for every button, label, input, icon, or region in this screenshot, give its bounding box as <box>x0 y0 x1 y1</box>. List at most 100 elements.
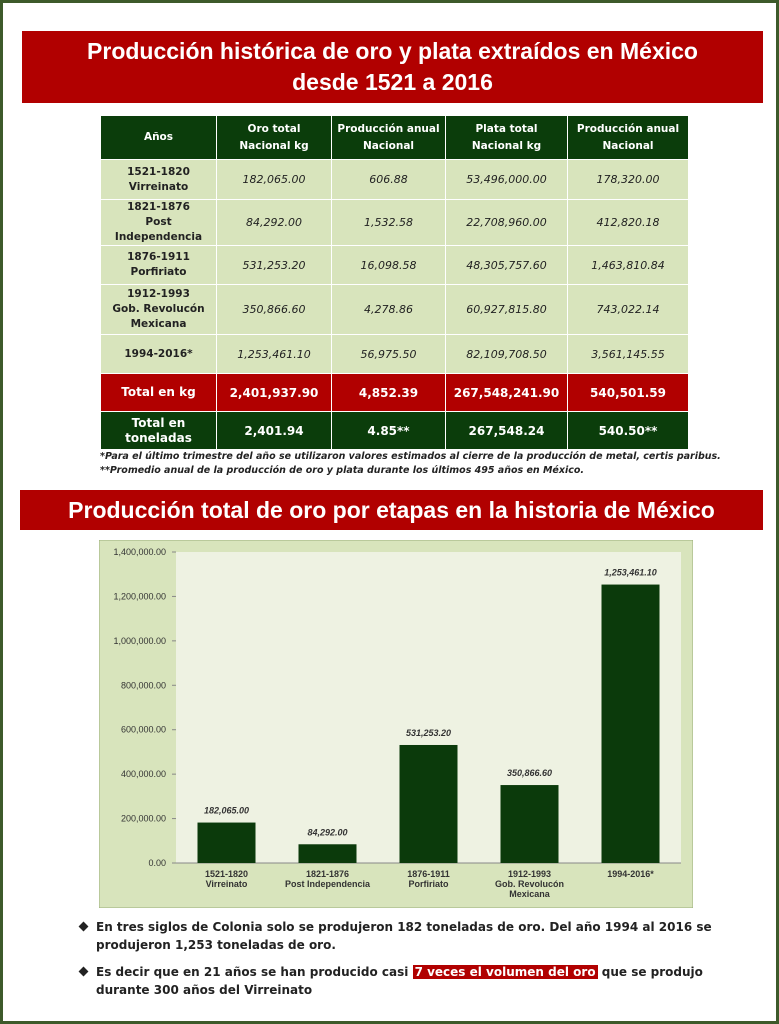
row-label-line: 1876-1911 <box>127 251 190 263</box>
column-header: Oro total Nacional kg <box>216 115 332 160</box>
x-tick-label: Mexicana <box>509 889 551 899</box>
footnote: *Para el último trimestre del año se uti… <box>100 451 721 462</box>
bullet-text: que se produjo durante 300 años del Virr… <box>96 965 703 997</box>
bar <box>298 844 357 863</box>
footnote: **Promedio anual de la producción de oro… <box>100 465 585 476</box>
table-row: Total en toneladas 2,401.94 4.85** 267,548.… <box>100 411 689 450</box>
table-cell: 182,065.00 <box>216 159 332 200</box>
bar <box>399 744 458 863</box>
table-row: 1821-1876 Post Independencia 84,292.00 1,53… <box>100 199 689 246</box>
bullet-icon <box>78 921 89 932</box>
y-tick-label: 400,000.00 <box>121 769 166 779</box>
value-label: 182,065.00 <box>204 806 249 816</box>
row-label-line: Total en toneladas <box>125 415 192 445</box>
x-tick-label: Post Independencia <box>285 879 371 889</box>
table-cell: 3,561,145.55 <box>567 334 689 374</box>
row-label: Total en kg <box>100 373 217 412</box>
column-header: Producción anual Nacional <box>331 115 446 160</box>
table-cell: 1,463,810.84 <box>567 245 689 285</box>
column-header: Plata total Nacional kg <box>445 115 568 160</box>
table-cell: 22,708,960.00 <box>445 199 568 246</box>
row-label: 1821-1876 Post Independencia <box>100 199 217 246</box>
table-cell: 267,548.24 <box>445 411 568 450</box>
row-label-line: 1994-2016* <box>124 347 193 360</box>
table-cell: 267,548,241.90 <box>445 373 568 412</box>
title-line: desde 1521 a 2016 <box>292 69 493 95</box>
table-cell: 531,253.20 <box>216 245 332 285</box>
table-cell: 4,852.39 <box>331 373 446 412</box>
x-tick-label: 1821-1876 <box>306 869 349 879</box>
row-label-line: Post Independencia <box>114 216 203 243</box>
highlight: 7 veces el volumen del oro <box>412 965 598 979</box>
table-row: 1876-1911 Porfiriato 531,253.20 16,098.58 48… <box>100 245 689 285</box>
table-row: 1521-1820 Virreinato 182,065.00 606.88 53,49… <box>100 159 689 200</box>
x-tick-label: 1521-1820 <box>205 869 248 879</box>
value-label: 84,292.00 <box>307 827 347 837</box>
row-label-line: 1821-1876 <box>127 201 190 213</box>
y-tick-label: 200,000.00 <box>121 814 166 824</box>
table-row: 1994-2016* 1,253,461.10 56,975.50 82,109,70… <box>100 334 689 374</box>
table-row: 1912-1993 Gob. Revolucón Mexicana 350,866.6… <box>100 284 689 335</box>
table-cell: 540.50** <box>567 411 689 450</box>
table-cell: 48,305,757.60 <box>445 245 568 285</box>
table-cell: 178,320.00 <box>567 159 689 200</box>
column-header: Años <box>100 115 217 160</box>
row-label-line: Gob. Revolucón <box>112 303 205 315</box>
x-tick-label: Virreinato <box>206 879 248 889</box>
table-cell: 4.85** <box>331 411 446 450</box>
row-label-line: Porfiriato <box>130 266 187 278</box>
table-cell: 2,401.94 <box>216 411 332 450</box>
table-cell: 2,401,937.90 <box>216 373 332 412</box>
y-tick-label: 1,200,000.00 <box>113 591 166 601</box>
row-label-line: 1912-1993 <box>127 288 190 300</box>
table-cell: 1,253,461.10 <box>216 334 332 374</box>
value-label: 1,253,461.10 <box>604 568 657 578</box>
y-tick-label: 1,400,000.00 <box>113 547 166 557</box>
x-tick-label: 1912-1993 <box>508 869 551 879</box>
table-cell: 56,975.50 <box>331 334 446 374</box>
x-tick-label: Porfiriato <box>408 879 449 889</box>
table-cell: 84,292.00 <box>216 199 332 246</box>
bullet: En tres siglos de Colonia solo se produj… <box>78 918 733 954</box>
table-cell: 53,496,000.00 <box>445 159 568 200</box>
row-label: 1994-2016* <box>100 334 217 374</box>
bullet: Es decir que en 21 años se han producido… <box>78 963 733 999</box>
table-row: Total en kg 2,401,937.90 4,852.39 267,548,2… <box>100 373 689 412</box>
section-banner: Producción total de oro por etapas en la… <box>20 490 763 530</box>
table-cell: 350,866.60 <box>216 284 332 335</box>
table-cell: 606.88 <box>331 159 446 200</box>
y-tick-label: 0.00 <box>148 858 166 868</box>
table-cell: 1,532.58 <box>331 199 446 246</box>
row-label: 1912-1993 Gob. Revolucón Mexicana <box>100 284 217 335</box>
row-label: 1876-1911 Porfiriato <box>100 245 217 285</box>
data-table: Años Oro total Nacional kg Producción anua… <box>100 115 689 450</box>
table-cell: 540,501.59 <box>567 373 689 412</box>
bar <box>197 822 256 863</box>
row-label-line: Virreinato <box>128 180 189 193</box>
section-title: Producción total de oro por etapas en la… <box>68 497 715 523</box>
bullet-text: Es decir que en 21 años se han producido… <box>96 965 409 979</box>
row-label: 1521-1820 Virreinato <box>100 159 217 200</box>
x-tick-label: 1876-1911 <box>407 869 450 879</box>
x-tick-label: 1994-2016* <box>607 869 654 879</box>
footnotes: *Para el último trimestre del año se uti… <box>100 450 721 478</box>
row-label: Total en toneladas <box>100 411 217 450</box>
column-header: Producción anual Nacional <box>567 115 689 160</box>
bar <box>601 584 660 863</box>
row-label-line: Total en kg <box>121 385 196 399</box>
x-tick-label: Gob. Revolucón <box>495 879 564 889</box>
row-label-line: 1521-1820 <box>127 165 190 178</box>
title-line: Producción histórica de oro y plata extr… <box>87 38 698 64</box>
table-cell: 412,820.18 <box>567 199 689 246</box>
y-tick-label: 1,000,000.00 <box>113 636 166 646</box>
bullets: En tres siglos de Colonia solo se produj… <box>78 918 733 1008</box>
bar <box>500 785 559 863</box>
row-label-line: Mexicana <box>130 318 187 330</box>
y-tick-label: 800,000.00 <box>121 680 166 690</box>
bullet-icon <box>78 966 89 977</box>
table-cell: 4,278.86 <box>331 284 446 335</box>
table-cell: 743,022.14 <box>567 284 689 335</box>
table-cell: 16,098.58 <box>331 245 446 285</box>
chart: 0.00 200,000.00 400,000.00 600,000.00 800,00… <box>99 540 693 908</box>
